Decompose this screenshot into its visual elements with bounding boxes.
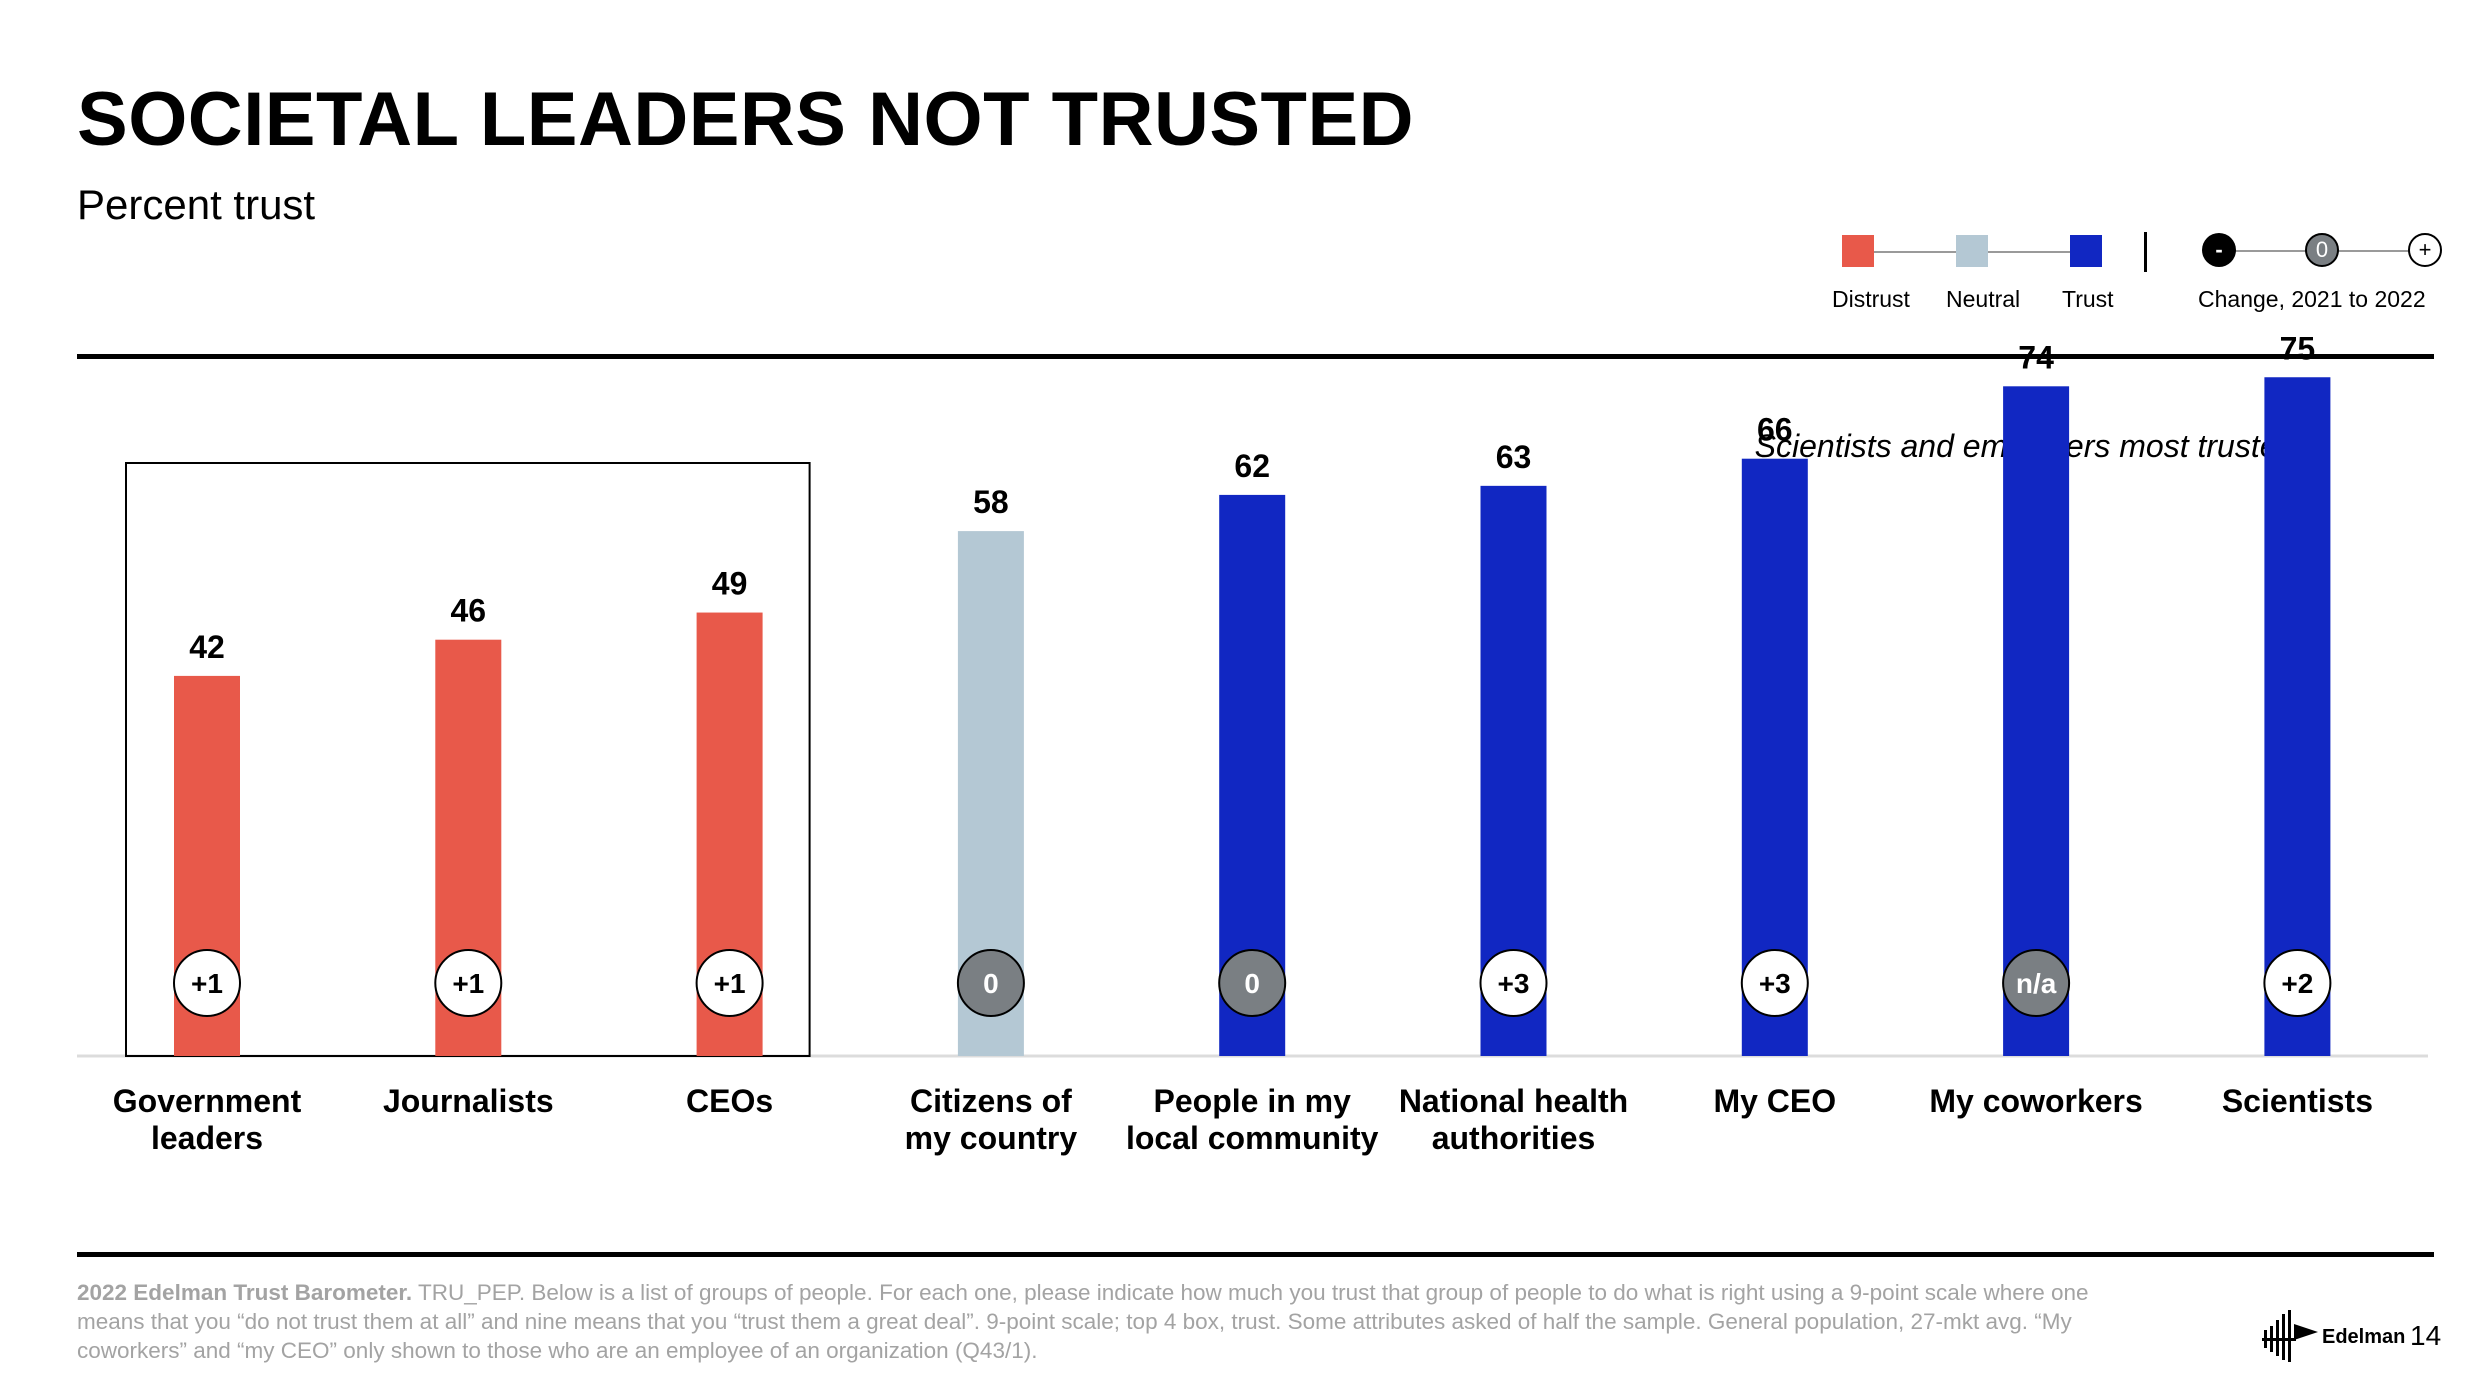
category-label: leaders [151,1120,263,1156]
page-number: 14 [2410,1320,2442,1351]
change-badge-label: +2 [2281,968,2313,999]
bar-value-label: 74 [2018,339,2054,375]
change-badge-label: +3 [1759,968,1791,999]
bar [2264,377,2331,1056]
edelman-logo-text: Edelman [2322,1326,2406,1348]
legend-distrust-label: Distrust [1832,286,1910,312]
bar-value-label: 63 [1496,439,1532,475]
change-badge [956,949,1025,1017]
legend-trust-swatch [2070,235,2102,267]
change-badge [1740,949,1809,1017]
bar-value-label: 42 [189,629,225,665]
legend-distrust-swatch [1842,235,1874,267]
source-footnote: 2022 Edelman Trust Barometer. TRU_PEP. B… [77,1278,2157,1365]
source-title: 2022 Edelman Trust Barometer. [77,1280,413,1305]
footer-divider [77,1252,2434,1257]
change-badge-label: 0 [983,968,999,999]
change-badge [1479,949,1548,1017]
bar-value-label: 62 [1234,448,1270,484]
change-badge [434,949,503,1017]
category-label: National health [1399,1083,1628,1119]
category-label: People in my [1154,1083,1352,1119]
category-label: authorities [1432,1120,1596,1156]
category-label: Government [113,1083,302,1119]
change-badge-label: 0 [1244,968,1260,999]
category-label: my country [905,1120,1078,1156]
edelman-logo-icon [2262,1310,2318,1362]
bar [2003,386,2070,1056]
bar-value-label: 58 [973,484,1009,520]
legend-change-label: Change, 2021 to 2022 [2198,286,2426,312]
category-label: CEOs [686,1083,773,1119]
bar-value-label: 49 [712,566,748,602]
change-badge-label: +3 [1498,968,1530,999]
legend-trust-label: Trust [2062,286,2114,312]
page-subtitle: Percent trust [77,181,316,228]
bar-value-label: 66 [1757,412,1793,448]
page-title: SOCIETAL LEADERS NOT TRUSTED [77,77,1415,162]
change-badge-label: n/a [2016,968,2057,999]
change-badge-label: +1 [452,968,484,999]
source-text: TRU_PEP. Below is a list of groups of pe… [77,1280,2089,1363]
legend-change-plus-icon: + [2408,233,2442,267]
category-label: Citizens of [910,1083,1072,1119]
legend-change-zero-icon: 0 [2305,233,2339,267]
change-badge [2263,949,2332,1017]
legend-separator [2144,232,2147,272]
category-label: My CEO [1713,1083,1836,1119]
category-label: Scientists [2222,1083,2373,1119]
legend-neutral-label: Neutral [1946,286,2021,312]
change-badge [2002,949,2071,1017]
legend-neutral-swatch [1956,235,1988,267]
bar-value-label: 75 [2280,330,2316,366]
change-badge-label: +1 [714,968,746,999]
header-divider [77,354,2434,359]
category-label: Journalists [383,1083,554,1119]
change-badge [1218,949,1287,1017]
category-label: local community [1126,1120,1379,1156]
change-badge [173,949,241,1017]
change-badge [695,949,764,1017]
bar-value-label: 46 [451,593,487,629]
change-badge-label: +1 [191,968,223,999]
legend-change-minus-icon: - [2202,233,2236,267]
category-label: My coworkers [1929,1083,2142,1119]
